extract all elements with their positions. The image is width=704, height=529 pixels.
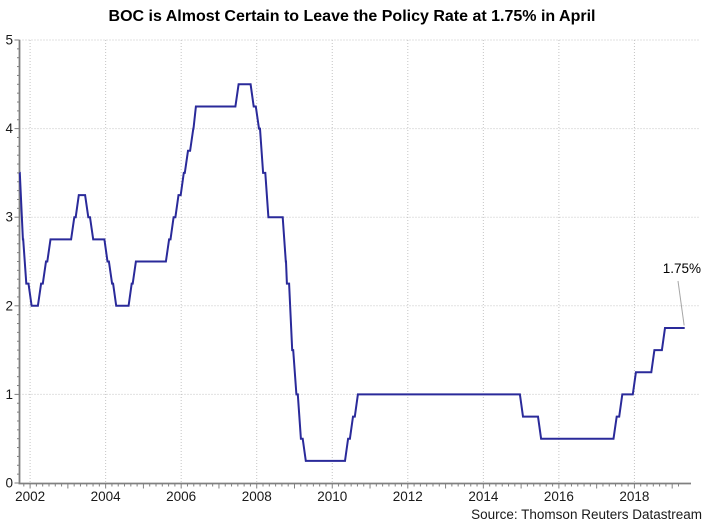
x-tick-label: 2016 xyxy=(544,489,574,504)
source-credit: Source: Thomson Reuters Datastream xyxy=(471,507,702,522)
y-tick-label: 2 xyxy=(5,298,13,313)
y-tick-label: 0 xyxy=(5,476,13,491)
x-tick-label: 2006 xyxy=(166,489,196,504)
x-tick-label: 2004 xyxy=(91,489,122,504)
x-tick-label: 2014 xyxy=(468,489,499,504)
x-tick-label: 2008 xyxy=(242,489,272,504)
x-tick-label: 2010 xyxy=(317,489,347,504)
x-tick-label: 2018 xyxy=(619,489,649,504)
y-tick-label: 4 xyxy=(5,121,13,136)
x-tick-label: 2012 xyxy=(393,489,423,504)
y-tick-label: 1 xyxy=(5,387,13,402)
y-tick-label: 3 xyxy=(5,210,13,225)
x-tick-label: 2002 xyxy=(15,489,45,504)
annotation-leader-line xyxy=(677,280,685,326)
chart-title: BOC is Almost Certain to Leave the Polic… xyxy=(108,8,596,25)
policy-rate-line xyxy=(18,83,685,462)
y-tick-label: 5 xyxy=(5,33,13,48)
last-value-annotation: 1.75% xyxy=(662,261,701,276)
